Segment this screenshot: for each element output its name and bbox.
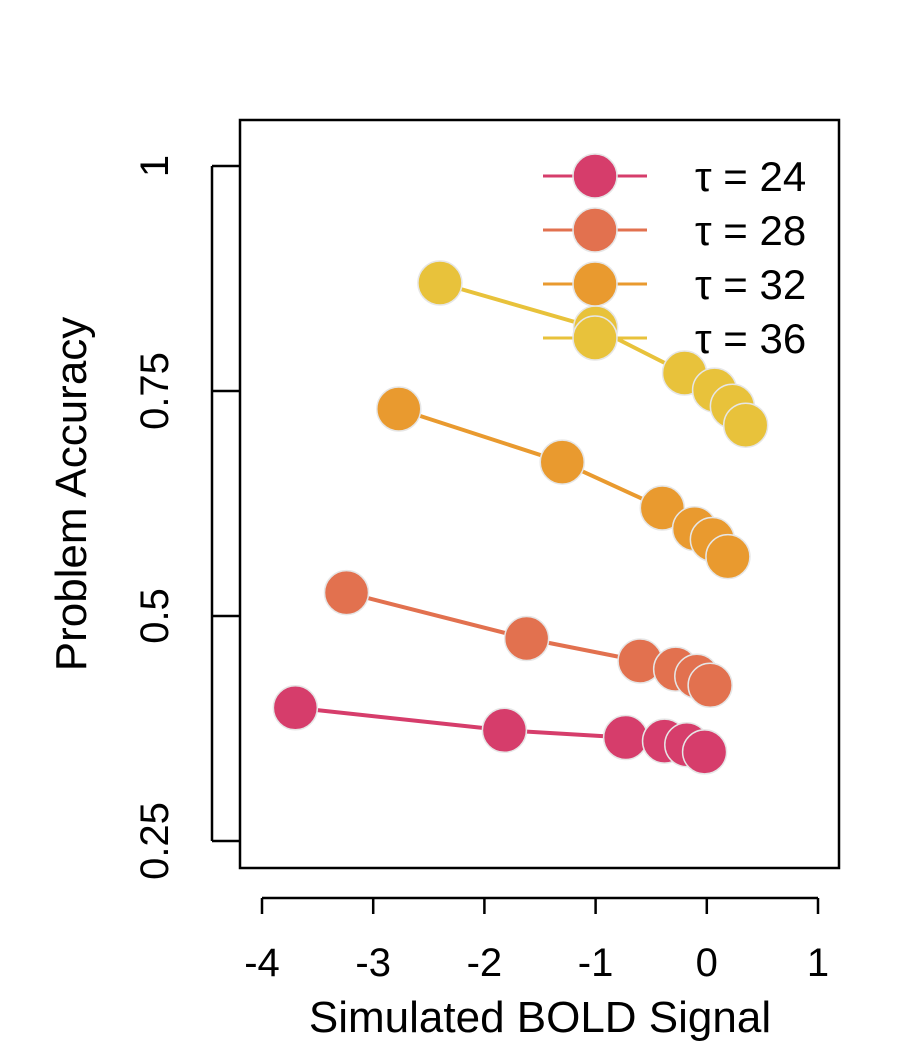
legend-label: τ = 28 bbox=[695, 207, 806, 254]
data-point bbox=[602, 714, 649, 761]
x-tick-label: 0 bbox=[696, 941, 718, 985]
x-tick-label: -3 bbox=[355, 941, 391, 985]
series-3 bbox=[376, 386, 751, 580]
data-point bbox=[539, 439, 585, 485]
legend: τ = 24 τ = 28 τ = 32 τ = 36 bbox=[543, 153, 806, 362]
data-point bbox=[417, 260, 463, 306]
x-tick-label: 1 bbox=[807, 941, 829, 985]
data-point bbox=[503, 615, 550, 662]
legend-item-4: τ = 36 bbox=[543, 315, 806, 362]
series-layer bbox=[272, 260, 769, 775]
data-point bbox=[323, 569, 370, 616]
data-point bbox=[639, 485, 686, 531]
legend-label: τ = 32 bbox=[695, 261, 806, 308]
legend-marker bbox=[572, 153, 618, 199]
y-tick-label: 0.5 bbox=[133, 588, 177, 644]
x-tick-label: -2 bbox=[467, 941, 503, 985]
x-tick-label: -1 bbox=[578, 941, 614, 985]
plot-box bbox=[238, 118, 841, 870]
data-point bbox=[705, 533, 751, 580]
x-tick-label: -4 bbox=[244, 941, 280, 985]
x-axis-title: Simulated BOLD Signal bbox=[309, 993, 771, 1042]
y-tick-label: 0.75 bbox=[133, 352, 177, 430]
data-point bbox=[681, 729, 728, 775]
legend-item-3: τ = 32 bbox=[543, 261, 806, 308]
series-1 bbox=[272, 685, 728, 775]
legend-label: τ = 36 bbox=[695, 315, 806, 362]
y-tick-label: 0.25 bbox=[133, 802, 177, 880]
y-axis: 0.25 0.5 0.75 1 bbox=[133, 155, 240, 880]
data-point bbox=[687, 662, 733, 709]
y-axis-title: Problem Accuracy bbox=[47, 317, 96, 672]
legend-item-2: τ = 28 bbox=[543, 207, 806, 254]
series-2 bbox=[323, 569, 733, 709]
legend-marker bbox=[572, 207, 618, 253]
data-point bbox=[272, 685, 319, 731]
x-axis: -4 -3 -2 -1 0 1 bbox=[244, 896, 829, 985]
legend-item-1: τ = 24 bbox=[543, 153, 806, 200]
legend-label: τ = 24 bbox=[695, 153, 806, 200]
legend-marker bbox=[572, 315, 618, 361]
data-point bbox=[376, 386, 422, 432]
y-tick-label: 1 bbox=[133, 155, 177, 177]
data-point bbox=[481, 707, 528, 754]
legend-marker bbox=[572, 261, 618, 307]
data-point bbox=[722, 402, 769, 448]
